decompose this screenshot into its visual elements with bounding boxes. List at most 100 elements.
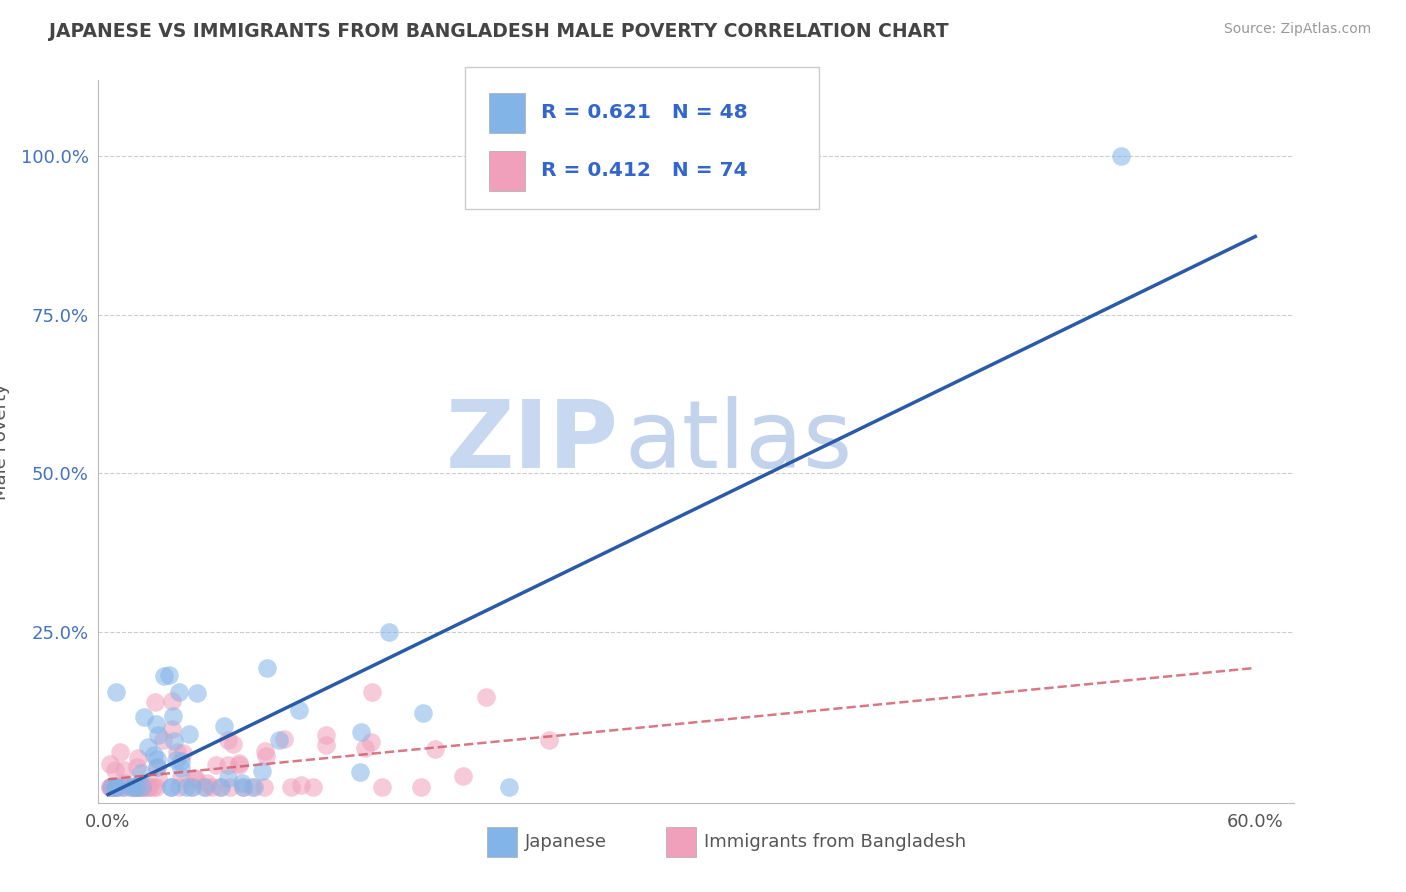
Point (349, 764, 371, 779)
Point (138, 780, 160, 794)
Point (350, 724, 373, 739)
Text: R = 0.412   N = 74: R = 0.412 N = 74 (541, 161, 747, 180)
Point (232, 780, 254, 794)
Point (183, 772, 205, 786)
FancyBboxPatch shape (666, 827, 696, 857)
Text: ZIP: ZIP (446, 395, 619, 488)
Point (240, 780, 263, 794)
Point (125, 780, 148, 794)
FancyBboxPatch shape (486, 827, 517, 857)
Point (214, 718, 236, 732)
Text: R = 0.621   N = 48: R = 0.621 N = 48 (541, 103, 747, 122)
Point (111, 780, 134, 794)
Point (145, 716, 167, 731)
Point (194, 780, 217, 794)
Point (425, 742, 447, 756)
Point (124, 780, 146, 794)
Point (120, 780, 142, 794)
Point (254, 744, 277, 758)
Point (112, 780, 135, 794)
Point (166, 745, 188, 759)
Point (205, 757, 228, 772)
Point (100, 780, 122, 794)
Point (127, 750, 149, 764)
Point (451, 770, 474, 784)
Point (104, 780, 127, 794)
Point (98, 756, 121, 771)
Point (174, 780, 197, 794)
Point (105, 780, 128, 794)
Point (360, 734, 382, 748)
Point (132, 710, 155, 724)
Point (162, 708, 184, 723)
Text: JAPANESE VS IMMIGRANTS FROM BANGLADESH MALE POVERTY CORRELATION CHART: JAPANESE VS IMMIGRANTS FROM BANGLADESH M… (49, 22, 949, 41)
Point (280, 780, 302, 794)
Point (209, 780, 232, 794)
Point (412, 706, 434, 720)
Point (179, 727, 201, 741)
Point (128, 780, 150, 794)
Point (122, 780, 145, 794)
Point (167, 685, 190, 699)
Point (146, 760, 169, 774)
Point (290, 778, 312, 792)
Point (228, 756, 250, 770)
Point (232, 780, 254, 794)
Point (134, 780, 156, 794)
Point (104, 684, 127, 698)
Point (157, 668, 180, 682)
Point (193, 780, 215, 794)
Point (170, 754, 193, 768)
Point (114, 776, 136, 790)
Point (131, 780, 153, 794)
Point (146, 752, 169, 766)
Point (538, 732, 561, 747)
Point (104, 764, 127, 778)
Point (186, 685, 208, 699)
FancyBboxPatch shape (489, 151, 524, 191)
Point (170, 761, 193, 775)
Point (180, 780, 202, 794)
Point (145, 760, 167, 774)
Point (360, 685, 382, 699)
Point (411, 780, 433, 794)
Point (127, 760, 149, 774)
Point (269, 732, 291, 747)
Point (222, 737, 245, 751)
Point (100, 780, 122, 794)
Point (104, 780, 127, 794)
Point (142, 747, 165, 762)
Point (98, 780, 121, 794)
Point (105, 780, 128, 794)
Point (122, 780, 145, 794)
Point (170, 770, 193, 784)
Point (125, 780, 148, 794)
Point (103, 780, 125, 794)
Point (315, 728, 337, 742)
Point (243, 780, 266, 794)
Point (114, 763, 136, 777)
Point (253, 780, 276, 794)
Point (231, 776, 253, 790)
Point (160, 694, 183, 708)
Point (256, 661, 278, 675)
Point (217, 758, 239, 772)
FancyBboxPatch shape (489, 94, 524, 133)
Point (301, 780, 323, 794)
Point (354, 741, 377, 756)
Point (209, 780, 232, 794)
Point (108, 745, 131, 759)
Point (163, 733, 186, 747)
Point (218, 780, 240, 794)
Point (273, 732, 295, 747)
Point (127, 780, 149, 794)
Point (142, 780, 165, 794)
Point (143, 694, 166, 708)
Point (180, 780, 202, 794)
Point (475, 690, 498, 705)
Point (172, 746, 194, 760)
Text: Source: ZipAtlas.com: Source: ZipAtlas.com (1223, 22, 1371, 37)
Point (160, 780, 183, 794)
Point (186, 772, 208, 786)
Text: atlas: atlas (624, 395, 852, 488)
